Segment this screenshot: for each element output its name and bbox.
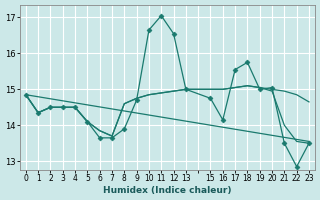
X-axis label: Humidex (Indice chaleur): Humidex (Indice chaleur) bbox=[103, 186, 232, 195]
